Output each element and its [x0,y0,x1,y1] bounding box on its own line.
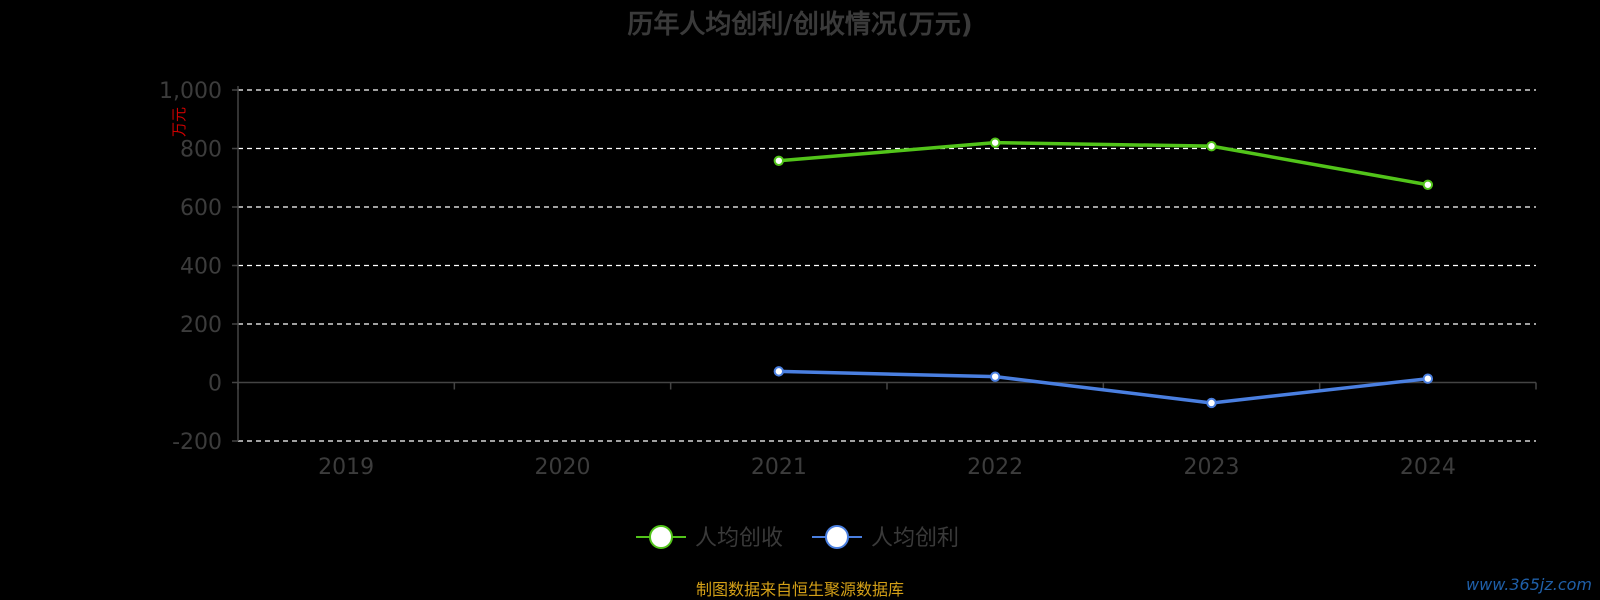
chart-title: 历年人均创利/创收情况(万元) [627,9,972,40]
legend-item[interactable]: 人均创利 [812,525,959,551]
gridlines [238,89,1536,442]
x-tick-label: 2021 [751,455,807,480]
x-tick-label: 2024 [1400,455,1456,480]
legend-item[interactable]: 人均创收 [636,525,783,551]
x-axis-ticks: 2019 2020 2021 2022 2023 2024 [318,455,1456,480]
x-tick-label: 2020 [535,455,591,480]
data-point [1206,397,1217,409]
series-line [778,140,1429,187]
legend-label: 人均创收 [695,526,783,551]
y-axis-unit-label: 万元 [170,107,188,137]
y-tick-label: 200 [180,313,222,338]
x-tick-label: 2019 [318,455,374,480]
series-lines [773,137,1434,409]
series-line [778,369,1429,405]
y-tick-label: 1,000 [159,79,222,104]
x-tick-label: 2022 [967,455,1023,480]
y-axis-ticks: -200 0 200 400 600 800 1,000 [159,79,238,455]
data-point [1206,140,1217,152]
y-tick-label: -200 [172,430,222,455]
source-note: 制图数据来自恒生聚源数据库 [696,580,904,599]
data-point [1422,373,1434,384]
y-tick-label: 800 [180,138,222,163]
watermark: www.365jz.com [1466,575,1592,594]
data-point [1422,179,1434,190]
x-tick-label: 2023 [1184,455,1240,480]
y-tick-label: 400 [180,255,222,280]
y-tick-label: 600 [180,196,222,221]
data-point [773,366,785,377]
data-point [989,371,1001,382]
data-point [989,137,1001,148]
y-tick-label: 0 [208,372,222,397]
legend-marker [825,525,849,549]
legend[interactable]: 人均创收 人均创利 [636,525,959,551]
legend-label: 人均创利 [871,526,959,551]
legend-marker [649,525,673,549]
data-point [773,155,785,166]
